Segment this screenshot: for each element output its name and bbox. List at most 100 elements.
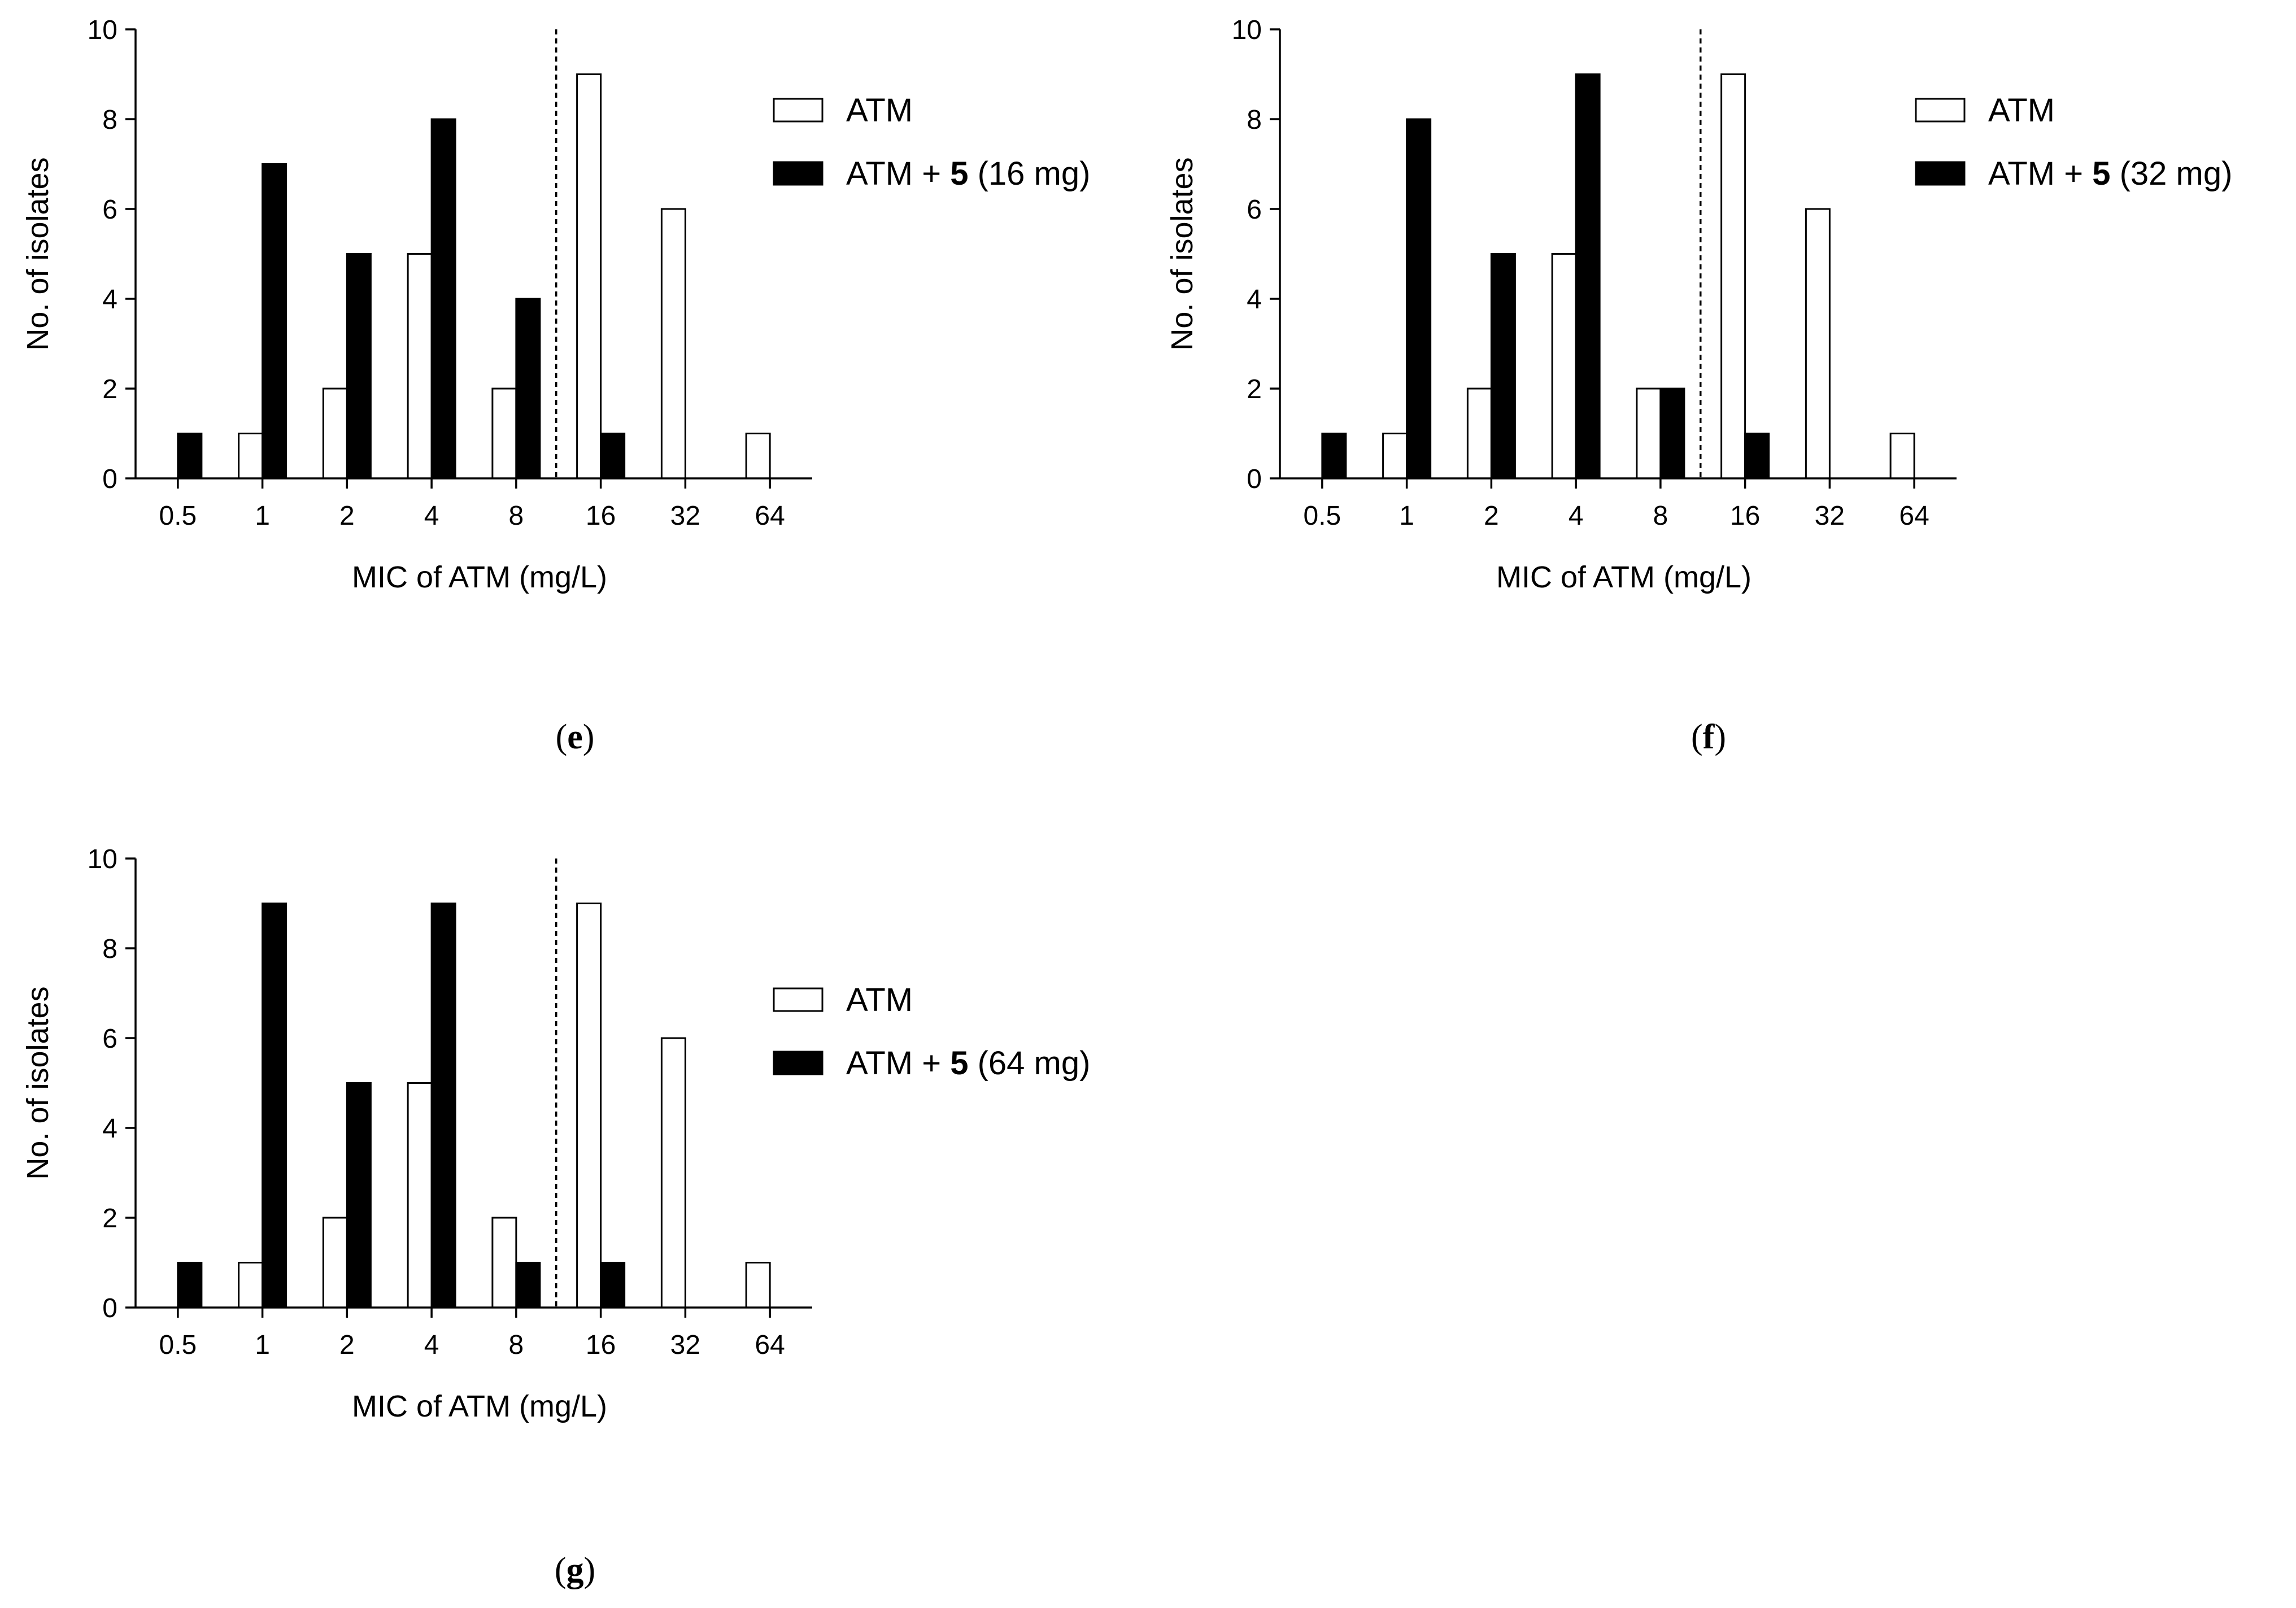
legend-swatch-combo [1915,161,1966,186]
bar-combo-0.5 [1321,433,1347,480]
x-tick-label: 16 [1730,501,1760,531]
legend-dose-text: (32 mg) [2111,155,2233,192]
legend-text: ATM + [846,155,950,192]
x-tick-label: 0.5 [1304,501,1341,531]
bar-combo-4 [1575,73,1601,480]
x-tick-label: 2 [339,501,355,531]
x-tick-label: 2 [339,1330,355,1360]
legend-compound-number: 5 [950,1045,968,1082]
bar-combo-1 [262,903,287,1309]
y-axis-title: No. of isolates [21,986,55,1179]
bar-atm-4 [1551,253,1577,480]
x-tick-label: 4 [424,501,439,531]
bar-combo-8 [515,298,541,480]
panel-letter: e [567,718,583,756]
panel-label: (g) [555,1551,595,1589]
bar-atm-8 [491,1217,517,1309]
x-tick-label: 1 [255,1330,270,1360]
x-tick-label: 0.5 [159,501,197,531]
bar-atm-1 [238,1262,264,1309]
y-tick-label: 10 [88,844,117,874]
panel-letter: f [1703,718,1715,756]
legend-dose-text: (64 mg) [969,1045,1091,1082]
y-tick-label: 8 [1247,105,1262,135]
x-tick-label: 8 [509,501,524,531]
bar-combo-8 [515,1262,541,1309]
bar-atm-2 [1466,387,1492,480]
bar-combo-8 [1659,387,1685,480]
bar-combo-0.5 [177,1262,203,1309]
legend-text: ATM [846,92,913,129]
x-tick-label: 4 [424,1330,439,1360]
y-tick-label: 0 [1247,464,1262,494]
bar-atm-64 [745,433,771,480]
bar-atm-32 [1805,208,1831,480]
panel-label: (f) [1691,718,1726,756]
y-tick-label: 6 [102,195,117,225]
bar-atm-1 [238,433,264,480]
y-tick-label: 2 [102,374,117,404]
bar-combo-4 [430,118,456,480]
bar-combo-16 [1744,433,1770,480]
x-tick-label: 16 [586,501,616,531]
legend-swatch-combo [773,1051,824,1075]
legend-swatch-atm [773,987,824,1012]
bar-atm-16 [1720,73,1746,480]
bar-atm-16 [576,903,602,1309]
panel-label: (e) [556,718,595,756]
bar-atm-4 [407,1082,433,1309]
panel-letter: g [567,1551,584,1589]
bar-atm-1 [1382,433,1408,480]
x-tick-label: 8 [1653,501,1668,531]
bar-atm-2 [322,387,348,480]
y-tick-label: 8 [102,934,117,964]
legend-compound-number: 5 [2092,155,2110,192]
y-tick-label: 0 [102,1293,117,1323]
bar-combo-2 [346,253,372,480]
x-axis-title: MIC of ATM (mg/L) [352,560,607,594]
legend-label-combo: ATM + 5 (32 mg) [1988,155,2232,192]
legend-label-atm: ATM [846,982,913,1018]
x-tick-label: 32 [670,501,700,531]
bar-atm-64 [745,1262,771,1309]
legend-swatch-atm [773,98,824,123]
x-tick-label: 64 [755,501,785,531]
chart-panel-e: 0 2 4 6 8 10 0.5 1 2 4 8 16 32 64 MIC of ATM (mg/L) No.… [21,15,1090,756]
x-tick-label: 4 [1569,501,1584,531]
bar-atm-8 [491,387,517,480]
bar-atm-32 [660,1037,686,1309]
legend-text: ATM [1988,92,2055,129]
y-tick-label: 10 [88,15,117,45]
legend-label-atm: ATM [846,92,913,129]
legend-label-combo: ATM + 5 (16 mg) [846,155,1090,192]
y-tick-label: 6 [102,1024,117,1054]
x-tick-label: 1 [1399,501,1414,531]
legend-dose-text: (16 mg) [969,155,1091,192]
x-axis-title: MIC of ATM (mg/L) [352,1389,607,1423]
bar-combo-16 [600,433,626,480]
y-tick-label: 2 [1247,374,1262,404]
bar-atm-8 [1636,387,1662,480]
bar-combo-2 [346,1082,372,1309]
y-tick-label: 4 [1247,285,1262,315]
x-tick-label: 0.5 [159,1330,197,1360]
bar-combo-1 [262,163,287,480]
y-tick-label: 6 [1247,195,1262,225]
y-axis-title: No. of isolates [21,157,55,350]
x-axis-title: MIC of ATM (mg/L) [1496,560,1752,594]
legend-swatch-combo [773,161,824,186]
legend-text: ATM + [846,1045,950,1082]
y-tick-label: 0 [102,464,117,494]
y-tick-label: 4 [102,1114,117,1144]
bar-combo-2 [1490,253,1516,480]
bar-atm-16 [576,73,602,480]
bar-atm-64 [1889,433,1915,480]
y-tick-label: 10 [1232,15,1262,45]
x-tick-label: 64 [1899,501,1929,531]
legend-text: ATM + [1988,155,2092,192]
legend-text: ATM [846,982,913,1018]
x-tick-label: 32 [1815,501,1845,531]
legend-swatch-atm [1915,98,1966,123]
legend-label-combo: ATM + 5 (64 mg) [846,1045,1090,1082]
